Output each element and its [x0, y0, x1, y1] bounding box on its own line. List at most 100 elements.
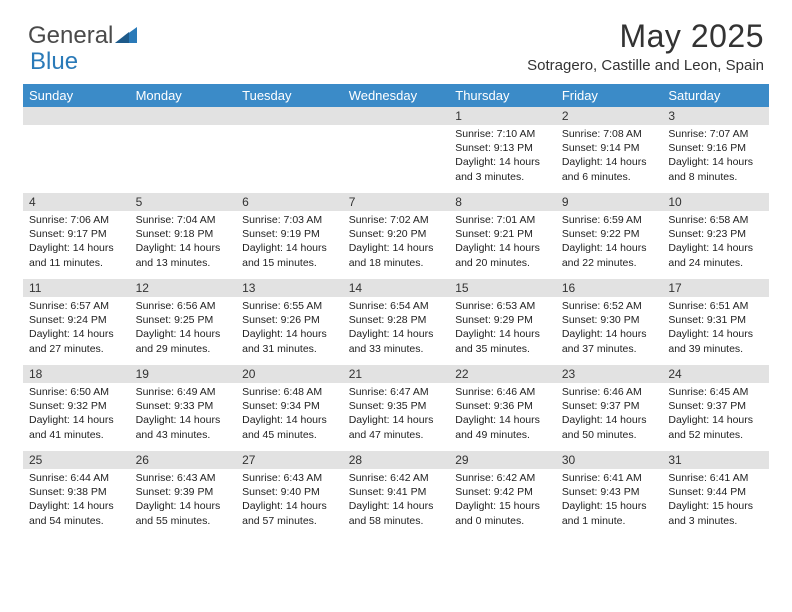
daylight-text: Daylight: 14 hours and 18 minutes. [349, 241, 444, 269]
sunrise-text: Sunrise: 6:57 AM [29, 299, 124, 313]
day-content-row: Sunrise: 6:57 AMSunset: 9:24 PMDaylight:… [23, 297, 769, 365]
day-number-cell [343, 107, 450, 125]
day-number-cell: 14 [343, 279, 450, 297]
day-content-cell: Sunrise: 7:07 AMSunset: 9:16 PMDaylight:… [662, 125, 769, 193]
day-content-row: Sunrise: 7:06 AMSunset: 9:17 PMDaylight:… [23, 211, 769, 279]
sunset-text: Sunset: 9:37 PM [562, 399, 657, 413]
sunset-text: Sunset: 9:21 PM [455, 227, 550, 241]
daylight-text: Daylight: 14 hours and 20 minutes. [455, 241, 550, 269]
logo-text-1: General [28, 22, 113, 50]
day-content-cell: Sunrise: 7:03 AMSunset: 9:19 PMDaylight:… [236, 211, 343, 279]
day-content-cell: Sunrise: 6:43 AMSunset: 9:39 PMDaylight:… [130, 469, 237, 537]
daylight-text: Daylight: 14 hours and 37 minutes. [562, 327, 657, 355]
day-content-cell: Sunrise: 6:43 AMSunset: 9:40 PMDaylight:… [236, 469, 343, 537]
daylight-text: Daylight: 14 hours and 58 minutes. [349, 499, 444, 527]
daylight-text: Daylight: 14 hours and 35 minutes. [455, 327, 550, 355]
calendar-body: 123Sunrise: 7:10 AMSunset: 9:13 PMDaylig… [23, 107, 769, 537]
weekday-header: Friday [556, 84, 663, 107]
day-number-cell: 25 [23, 451, 130, 469]
sunrise-text: Sunrise: 7:10 AM [455, 127, 550, 141]
location-text: Sotragero, Castille and Leon, Spain [527, 57, 764, 74]
sunset-text: Sunset: 9:40 PM [242, 485, 337, 499]
sunrise-text: Sunrise: 6:54 AM [349, 299, 444, 313]
day-number-cell: 5 [130, 193, 237, 211]
sunset-text: Sunset: 9:23 PM [668, 227, 763, 241]
sunset-text: Sunset: 9:20 PM [349, 227, 444, 241]
day-number-cell: 31 [662, 451, 769, 469]
day-content-cell: Sunrise: 6:48 AMSunset: 9:34 PMDaylight:… [236, 383, 343, 451]
day-number-cell: 9 [556, 193, 663, 211]
sunrise-text: Sunrise: 6:58 AM [668, 213, 763, 227]
page-header: General May 2025 Sotragero, Castille and… [0, 0, 792, 78]
calendar-table: Sunday Monday Tuesday Wednesday Thursday… [23, 84, 769, 537]
sunset-text: Sunset: 9:29 PM [455, 313, 550, 327]
day-content-row: Sunrise: 6:44 AMSunset: 9:38 PMDaylight:… [23, 469, 769, 537]
day-content-cell: Sunrise: 6:47 AMSunset: 9:35 PMDaylight:… [343, 383, 450, 451]
day-content-cell: Sunrise: 6:58 AMSunset: 9:23 PMDaylight:… [662, 211, 769, 279]
sunrise-text: Sunrise: 6:47 AM [349, 385, 444, 399]
sunset-text: Sunset: 9:22 PM [562, 227, 657, 241]
day-content-cell: Sunrise: 6:44 AMSunset: 9:38 PMDaylight:… [23, 469, 130, 537]
sunrise-text: Sunrise: 7:01 AM [455, 213, 550, 227]
sunrise-text: Sunrise: 6:44 AM [29, 471, 124, 485]
daylight-text: Daylight: 14 hours and 45 minutes. [242, 413, 337, 441]
day-number-cell: 6 [236, 193, 343, 211]
day-number-cell: 19 [130, 365, 237, 383]
daylight-text: Daylight: 14 hours and 54 minutes. [29, 499, 124, 527]
daylight-text: Daylight: 14 hours and 3 minutes. [455, 155, 550, 183]
weekday-header: Monday [130, 84, 237, 107]
month-title: May 2025 [527, 18, 764, 55]
day-content-cell [23, 125, 130, 193]
sunset-text: Sunset: 9:25 PM [136, 313, 231, 327]
sunset-text: Sunset: 9:43 PM [562, 485, 657, 499]
day-number-cell: 16 [556, 279, 663, 297]
day-content-cell: Sunrise: 6:52 AMSunset: 9:30 PMDaylight:… [556, 297, 663, 365]
sunset-text: Sunset: 9:14 PM [562, 141, 657, 155]
sunrise-text: Sunrise: 6:51 AM [668, 299, 763, 313]
day-content-cell: Sunrise: 6:57 AMSunset: 9:24 PMDaylight:… [23, 297, 130, 365]
day-content-cell: Sunrise: 6:46 AMSunset: 9:37 PMDaylight:… [556, 383, 663, 451]
daylight-text: Daylight: 14 hours and 24 minutes. [668, 241, 763, 269]
sunrise-text: Sunrise: 6:42 AM [349, 471, 444, 485]
sunset-text: Sunset: 9:38 PM [29, 485, 124, 499]
day-number-cell [23, 107, 130, 125]
sunset-text: Sunset: 9:37 PM [668, 399, 763, 413]
sunset-text: Sunset: 9:17 PM [29, 227, 124, 241]
sunrise-text: Sunrise: 6:56 AM [136, 299, 231, 313]
day-number-cell: 26 [130, 451, 237, 469]
day-number-row: 45678910 [23, 193, 769, 211]
sunrise-text: Sunrise: 6:45 AM [668, 385, 763, 399]
daylight-text: Daylight: 14 hours and 31 minutes. [242, 327, 337, 355]
daylight-text: Daylight: 14 hours and 15 minutes. [242, 241, 337, 269]
daylight-text: Daylight: 14 hours and 57 minutes. [242, 499, 337, 527]
daylight-text: Daylight: 14 hours and 50 minutes. [562, 413, 657, 441]
sunrise-text: Sunrise: 6:49 AM [136, 385, 231, 399]
day-content-cell [236, 125, 343, 193]
sunset-text: Sunset: 9:39 PM [136, 485, 231, 499]
daylight-text: Daylight: 14 hours and 29 minutes. [136, 327, 231, 355]
day-content-cell: Sunrise: 7:10 AMSunset: 9:13 PMDaylight:… [449, 125, 556, 193]
daylight-text: Daylight: 14 hours and 33 minutes. [349, 327, 444, 355]
day-number-row: 11121314151617 [23, 279, 769, 297]
day-number-cell: 24 [662, 365, 769, 383]
day-number-cell: 13 [236, 279, 343, 297]
sunset-text: Sunset: 9:16 PM [668, 141, 763, 155]
sunset-text: Sunset: 9:13 PM [455, 141, 550, 155]
daylight-text: Daylight: 14 hours and 11 minutes. [29, 241, 124, 269]
day-number-cell: 4 [23, 193, 130, 211]
day-content-cell: Sunrise: 6:42 AMSunset: 9:42 PMDaylight:… [449, 469, 556, 537]
sunrise-text: Sunrise: 7:06 AM [29, 213, 124, 227]
sunset-text: Sunset: 9:35 PM [349, 399, 444, 413]
day-content-cell: Sunrise: 7:04 AMSunset: 9:18 PMDaylight:… [130, 211, 237, 279]
day-number-cell: 18 [23, 365, 130, 383]
day-content-row: Sunrise: 6:50 AMSunset: 9:32 PMDaylight:… [23, 383, 769, 451]
sunset-text: Sunset: 9:41 PM [349, 485, 444, 499]
sunset-text: Sunset: 9:31 PM [668, 313, 763, 327]
day-number-cell: 27 [236, 451, 343, 469]
sunset-text: Sunset: 9:44 PM [668, 485, 763, 499]
day-content-cell: Sunrise: 6:51 AMSunset: 9:31 PMDaylight:… [662, 297, 769, 365]
sunset-text: Sunset: 9:28 PM [349, 313, 444, 327]
sunrise-text: Sunrise: 6:53 AM [455, 299, 550, 313]
day-number-cell: 3 [662, 107, 769, 125]
day-content-cell: Sunrise: 6:55 AMSunset: 9:26 PMDaylight:… [236, 297, 343, 365]
